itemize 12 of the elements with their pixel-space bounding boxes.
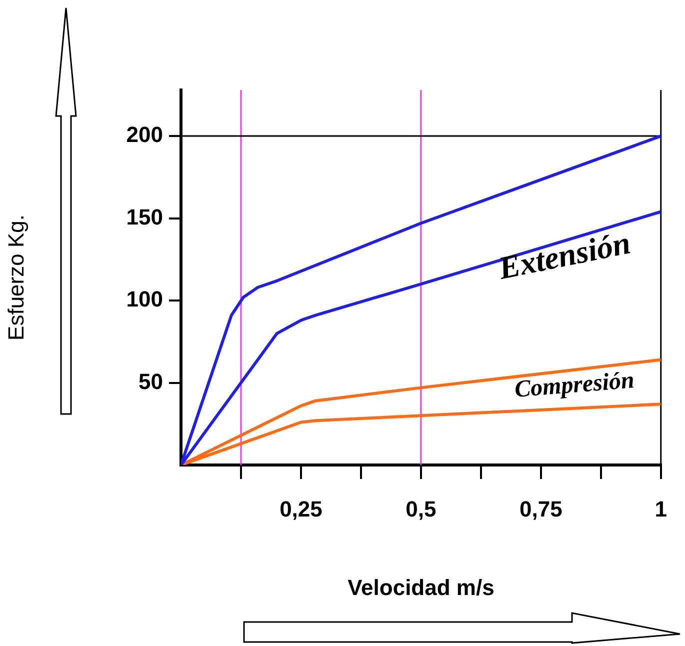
y-tick-label: 200 [126,122,163,148]
y-tick-label: 100 [126,286,163,312]
y-tick-label: 150 [126,204,163,230]
y-axis-title: Esfuerzo Kg. [3,214,28,340]
annotation: Extensión [494,224,634,286]
x-tick-label: 1 [654,496,668,522]
x-axis-title: Velocidad m/s [348,574,494,600]
annotation: Compresión [514,368,636,404]
y-tick-label: 50 [138,368,163,394]
x-tick-label: 0,75 [520,496,562,522]
x-tick-label: 0,25 [280,496,322,522]
x-tick-label: 0,5 [406,496,436,522]
